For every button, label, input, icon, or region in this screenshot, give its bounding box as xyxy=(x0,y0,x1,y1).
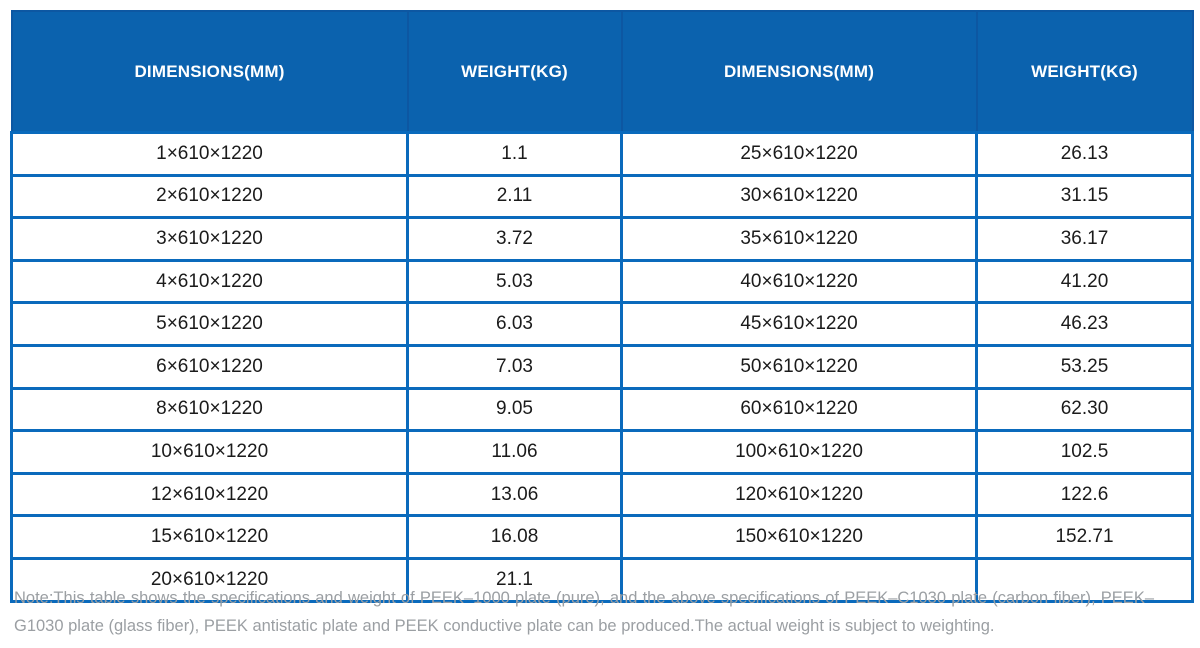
weight-cell: 9.05 xyxy=(406,386,623,433)
weight-cell: 16.08 xyxy=(406,514,623,560)
weight-cell: 31.15 xyxy=(975,173,1194,220)
header-row: DIMENSIONS(MM) WEIGHT(KG) DIMENSIONS(MM)… xyxy=(10,10,1194,134)
weight-cell: 5.03 xyxy=(406,258,623,305)
dimensions-cell: 2×610×1220 xyxy=(10,173,409,220)
table-row: 5×610×1220 6.03 45×610×1220 46.23 xyxy=(10,301,1194,347)
header-dimensions-right: DIMENSIONS(MM) xyxy=(620,10,978,134)
table-row: 10×610×1220 11.06 100×610×1220 102.5 xyxy=(10,429,1194,475)
dimensions-cell: 30×610×1220 xyxy=(620,173,978,220)
table-row: 4×610×1220 5.03 40×610×1220 41.20 xyxy=(10,258,1194,305)
dimensions-cell: 20×610×1220 xyxy=(10,556,409,603)
dimensions-cell: 120×610×1220 xyxy=(620,471,978,518)
table-row: 8×610×1220 9.05 60×610×1220 62.30 xyxy=(10,386,1194,433)
weight-cell: 41.20 xyxy=(975,258,1194,305)
table-row: 20×610×1220 21.1 xyxy=(10,556,1194,603)
weight-cell: 26.13 xyxy=(975,131,1194,177)
table-row: 12×610×1220 13.06 120×610×1220 122.6 xyxy=(10,471,1194,518)
table-row: 1×610×1220 1.1 25×610×1220 26.13 xyxy=(10,131,1194,177)
table-header: DIMENSIONS(MM) WEIGHT(KG) DIMENSIONS(MM)… xyxy=(10,10,1194,134)
dimensions-cell: 25×610×1220 xyxy=(620,131,978,177)
weight-cell: 2.11 xyxy=(406,173,623,220)
dimensions-cell: 12×610×1220 xyxy=(10,471,409,518)
dimensions-cell xyxy=(620,556,978,603)
weight-cell: 21.1 xyxy=(406,556,623,603)
dimensions-cell: 10×610×1220 xyxy=(10,429,409,475)
weight-cell: 3.72 xyxy=(406,216,623,262)
header-weight-left: WEIGHT(KG) xyxy=(406,10,623,134)
dimensions-cell: 40×610×1220 xyxy=(620,258,978,305)
weight-cell: 36.17 xyxy=(975,216,1194,262)
weight-cell: 102.5 xyxy=(975,429,1194,475)
peek-plate-spec-table: DIMENSIONS(MM) WEIGHT(KG) DIMENSIONS(MM)… xyxy=(10,10,1194,603)
weight-cell: 122.6 xyxy=(975,471,1194,518)
dimensions-cell: 35×610×1220 xyxy=(620,216,978,262)
weight-cell: 6.03 xyxy=(406,301,623,347)
weight-cell: 7.03 xyxy=(406,343,623,390)
weight-cell: 13.06 xyxy=(406,471,623,518)
table-row: 15×610×1220 16.08 150×610×1220 152.71 xyxy=(10,514,1194,560)
weight-cell: 11.06 xyxy=(406,429,623,475)
table-row: 2×610×1220 2.11 30×610×1220 31.15 xyxy=(10,173,1194,220)
dimensions-cell: 5×610×1220 xyxy=(10,301,409,347)
dimensions-cell: 4×610×1220 xyxy=(10,258,409,305)
dimensions-cell: 60×610×1220 xyxy=(620,386,978,433)
header-dimensions-left: DIMENSIONS(MM) xyxy=(10,10,409,134)
dimensions-cell: 45×610×1220 xyxy=(620,301,978,347)
table-row: 3×610×1220 3.72 35×610×1220 36.17 xyxy=(10,216,1194,262)
footnote: Note:This table shows the specifications… xyxy=(14,589,1154,636)
dimensions-cell: 50×610×1220 xyxy=(620,343,978,390)
dimensions-cell: 100×610×1220 xyxy=(620,429,978,475)
weight-cell: 1.1 xyxy=(406,131,623,177)
dimensions-cell: 1×610×1220 xyxy=(10,131,409,177)
dimensions-cell: 150×610×1220 xyxy=(620,514,978,560)
dimensions-cell: 8×610×1220 xyxy=(10,386,409,433)
weight-cell: 46.23 xyxy=(975,301,1194,347)
weight-cell: 152.71 xyxy=(975,514,1194,560)
dimensions-cell: 3×610×1220 xyxy=(10,216,409,262)
dimensions-cell: 15×610×1220 xyxy=(10,514,409,560)
weight-cell: 53.25 xyxy=(975,343,1194,390)
weight-cell xyxy=(975,556,1194,603)
header-weight-right: WEIGHT(KG) xyxy=(975,10,1194,134)
dimensions-cell: 6×610×1220 xyxy=(10,343,409,390)
weight-cell: 62.30 xyxy=(975,386,1194,433)
table-row: 6×610×1220 7.03 50×610×1220 53.25 xyxy=(10,343,1194,390)
table-body: 1×610×1220 1.1 25×610×1220 26.13 2×610×1220 2… xyxy=(10,131,1194,603)
